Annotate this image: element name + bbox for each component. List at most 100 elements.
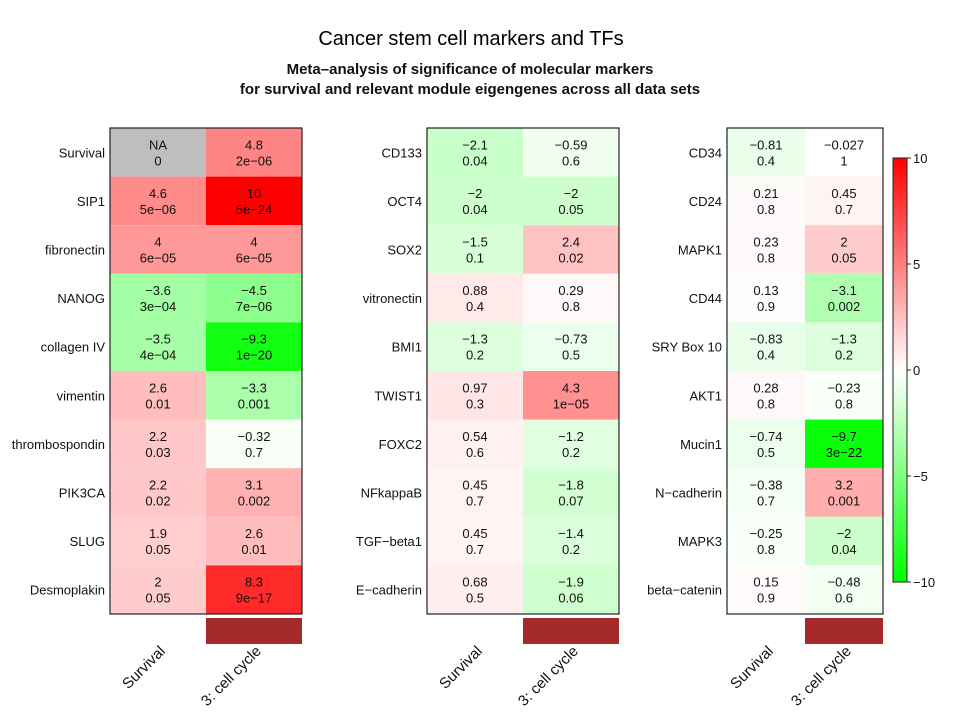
- heatmap-cell: [523, 128, 619, 177]
- cell-pvalue-label: 7e−06: [236, 299, 273, 314]
- row-label: N−cadherin: [655, 486, 722, 501]
- heatmap-cell: [427, 322, 523, 371]
- cell-pvalue-label: 0.7: [466, 494, 484, 509]
- cell-value-label: 0.45: [462, 478, 487, 493]
- cell-pvalue-label: 5e−06: [140, 202, 177, 217]
- cell-value-label: 0.29: [558, 283, 583, 298]
- module-color-bar: [206, 618, 302, 644]
- heatmap-cell: [110, 273, 206, 323]
- row-label: AKT1: [689, 388, 722, 403]
- row-label: CD24: [689, 194, 722, 209]
- heatmap-cell: [805, 273, 883, 323]
- cell-pvalue-label: 9e−17: [236, 591, 273, 606]
- heatmap-cell: [805, 468, 883, 517]
- heatmap-cell: [110, 176, 206, 226]
- cell-pvalue-label: 0.4: [757, 153, 775, 168]
- cell-value-label: −0.25: [750, 526, 783, 541]
- heatmap-panel-3: CD34−0.810.4−0.0271CD240.210.80.450.7MAP…: [647, 127, 884, 710]
- row-label: SIP1: [77, 194, 105, 209]
- row-label: Desmoplakin: [30, 583, 105, 598]
- cell-pvalue-label: 0.8: [757, 542, 775, 557]
- scale-tick-label: −5: [913, 469, 928, 484]
- heatmap-cell: [523, 371, 619, 420]
- row-label: TWIST1: [374, 388, 422, 403]
- column-label: 3: cell cycle: [198, 643, 265, 710]
- heatmap-cell: [427, 176, 523, 226]
- cell-pvalue-label: 0.04: [462, 153, 487, 168]
- cell-value-label: 2: [840, 235, 847, 250]
- cell-value-label: 3.1: [245, 478, 263, 493]
- row-label: Mucin1: [680, 437, 722, 452]
- heatmap-cell: [523, 419, 619, 469]
- heatmap-cell: [427, 468, 523, 517]
- cell-value-label: −0.59: [555, 137, 588, 152]
- cell-pvalue-label: 3e−04: [140, 299, 177, 314]
- column-label: Survival: [727, 643, 777, 693]
- cell-value-label: −0.32: [238, 429, 271, 444]
- scale-tick-label: 0: [913, 363, 920, 378]
- cell-value-label: −1.5: [462, 235, 488, 250]
- cell-value-label: 2.6: [149, 380, 167, 395]
- cell-value-label: −0.73: [555, 332, 588, 347]
- heatmap-cell: [110, 371, 206, 420]
- column-label: Survival: [119, 643, 169, 693]
- cell-pvalue-label: 0.8: [757, 396, 775, 411]
- cell-value-label: 0.45: [462, 526, 487, 541]
- column-label: Survival: [436, 643, 486, 693]
- cell-value-label: −0.83: [750, 332, 783, 347]
- cell-value-label: 3.2: [835, 478, 853, 493]
- cell-value-label: −3.6: [145, 283, 171, 298]
- scale-tick-label: 10: [913, 151, 927, 166]
- heatmap-cell: [805, 516, 883, 566]
- heatmap-cell: [523, 225, 619, 274]
- cell-pvalue-label: 0.8: [757, 202, 775, 217]
- heatmap-cell: [427, 273, 523, 323]
- cell-pvalue-label: 0.2: [562, 445, 580, 460]
- cell-pvalue-label: 0.5: [562, 348, 580, 363]
- cell-pvalue-label: 0.8: [757, 251, 775, 266]
- cell-value-label: −2.1: [462, 137, 488, 152]
- cell-pvalue-label: 0.4: [466, 299, 484, 314]
- cell-value-label: −9.3: [241, 332, 267, 347]
- cell-value-label: −0.74: [750, 429, 783, 444]
- heatmap-cell: [110, 322, 206, 371]
- cell-value-label: −2: [837, 526, 852, 541]
- cell-value-label: −0.23: [828, 380, 861, 395]
- cell-value-label: −2: [468, 186, 483, 201]
- cell-pvalue-label: 0.001: [238, 396, 271, 411]
- cell-value-label: −1.9: [558, 575, 584, 590]
- heatmap-cell: [206, 516, 302, 566]
- row-label: CD34: [689, 145, 722, 160]
- cell-pvalue-label: 1: [840, 153, 847, 168]
- cell-value-label: 8.3: [245, 575, 263, 590]
- cell-pvalue-label: 3e−22: [826, 445, 863, 460]
- cell-pvalue-label: 0.02: [558, 251, 583, 266]
- cell-value-label: −2: [564, 186, 579, 201]
- row-label: MAPK1: [678, 243, 722, 258]
- heatmap-cell: [206, 419, 302, 469]
- cell-value-label: 0.13: [753, 283, 778, 298]
- heatmap-cell: [727, 128, 805, 177]
- heatmap-cell: [727, 468, 805, 517]
- row-label: Survival: [59, 145, 105, 160]
- cell-pvalue-label: 0: [154, 153, 161, 168]
- cell-value-label: 2.4: [562, 235, 580, 250]
- cell-pvalue-label: 0.05: [145, 542, 170, 557]
- row-label: SLUG: [70, 534, 105, 549]
- cell-pvalue-label: 0.04: [462, 202, 487, 217]
- cell-pvalue-label: 0.4: [757, 348, 775, 363]
- row-label: OCT4: [387, 194, 422, 209]
- heatmap-cell: [727, 565, 805, 614]
- heatmap-cell: [206, 176, 302, 226]
- heatmap-cell: [110, 565, 206, 614]
- cell-pvalue-label: 0.7: [757, 494, 775, 509]
- cell-pvalue-label: 0.5: [757, 445, 775, 460]
- cell-pvalue-label: 0.002: [238, 494, 271, 509]
- heatmap-cell: [805, 371, 883, 420]
- cell-pvalue-label: 0.03: [145, 445, 170, 460]
- heatmap-cell: [523, 468, 619, 517]
- heatmap-cell: [805, 128, 883, 177]
- color-scale-legend: 10 5 0 −5 −10: [892, 151, 935, 590]
- row-label: thrombospondin: [12, 437, 105, 452]
